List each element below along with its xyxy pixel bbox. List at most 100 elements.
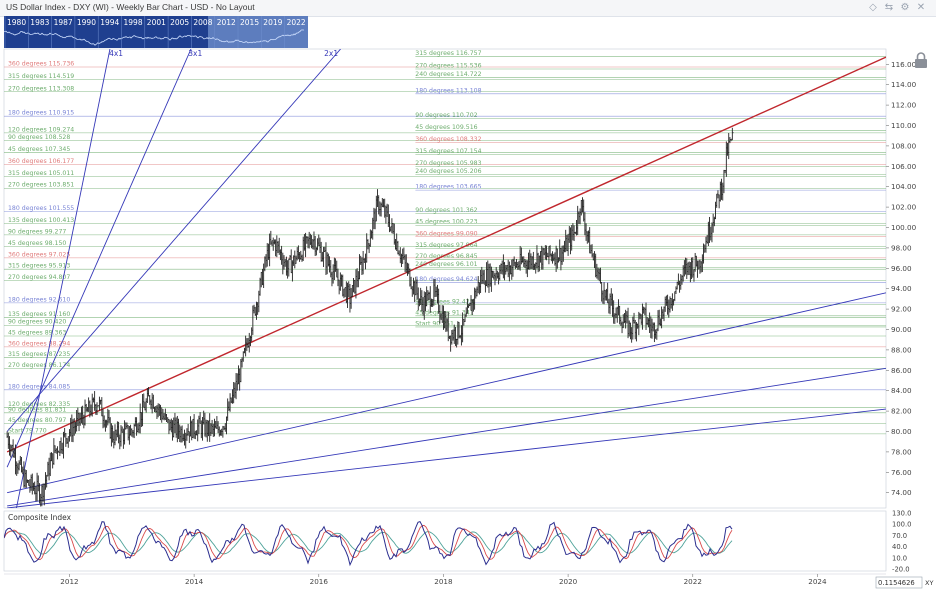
level-label-right: 45 degrees 109.516 — [415, 124, 477, 131]
fan-line — [7, 292, 886, 494]
y-tick-label: 116.00 — [891, 60, 917, 69]
fan-label: 4x1 — [109, 49, 123, 58]
y-tick-label: 92.00 — [891, 305, 912, 314]
level-label-right: 270 degrees 96.845 — [415, 253, 477, 260]
indicator-main-line — [4, 520, 733, 567]
corner-value: 0.1154626 — [878, 579, 915, 587]
y-tick-label: 102.00 — [891, 203, 917, 212]
y-tick-label: 110.00 — [891, 121, 917, 130]
level-label-right: 315 degrees 107.154 — [415, 148, 481, 155]
settings-icon[interactable]: ⚙ — [900, 2, 910, 13]
x-tick-label: 2024 — [808, 577, 827, 586]
level-label-right: 90 degrees 101.362 — [415, 207, 477, 214]
level-label-right: 270 degrees 115.536 — [415, 63, 481, 70]
level-label-right: 45 degrees 100.223 — [415, 219, 477, 226]
level-label-right: 240 degrees 105.206 — [415, 168, 481, 175]
level-label-right: 240 degrees 114.722 — [415, 71, 481, 78]
plot-layer: 360 degrees 115.736 315 degrees 114.519 27… — [4, 49, 886, 508]
overview-year-label: 1994 — [100, 18, 119, 27]
x-tick-label: 2012 — [60, 577, 78, 586]
y-tick-label: 86.00 — [891, 366, 912, 375]
y-tick-label: 100.00 — [891, 223, 917, 232]
y-tick-label: 90.00 — [891, 325, 912, 334]
y-tick-label: 80.00 — [891, 427, 912, 436]
overview-navigator[interactable]: 1980 1983 1987 1990 1994 1998 2001 2005 2008 2012… — [4, 16, 308, 48]
level-label-right: 90 degrees 92.425 — [415, 298, 473, 305]
level-label-right: 90 degrees 110.702 — [415, 112, 477, 119]
level-label-left: 180 degrees 110.915 — [8, 110, 74, 117]
overview-year-label: 2022 — [287, 18, 306, 27]
diamond-icon[interactable]: ◇ — [869, 2, 877, 13]
overview-window — [208, 16, 308, 48]
level-label-right: 240 degrees 96.101 — [415, 261, 477, 268]
fan-label: 3x1 — [188, 49, 202, 58]
level-label-left: 270 degrees 94.807 — [8, 274, 70, 281]
y-tick-label: 88.00 — [891, 345, 912, 354]
x-tick-label: 2020 — [559, 577, 578, 586]
plot-area — [3, 48, 887, 509]
share-icon[interactable]: ⇆ — [884, 2, 894, 13]
x-tick-label: 2018 — [434, 577, 453, 586]
fan-line — [7, 408, 886, 508]
level-label-left: 45 degrees 89.363 — [8, 329, 66, 336]
level-label-left: 180 degrees 101.555 — [8, 205, 74, 212]
fan-line — [6, 49, 192, 468]
level-label-left: 120 degrees 109.274 — [8, 126, 74, 133]
close-icon[interactable]: ✕ — [916, 2, 926, 13]
indicator-slow-avg-line — [4, 530, 733, 555]
level-label-right: 180 degrees 103.665 — [415, 184, 481, 191]
y-tick-label: 106.00 — [891, 162, 917, 171]
overview-year-label: 1983 — [30, 18, 49, 27]
level-label-left: 90 degrees 99.277 — [8, 228, 66, 235]
overview-year-label: 1990 — [77, 18, 96, 27]
overview-price-line — [4, 29, 305, 46]
y-tick-label: 84.00 — [891, 386, 912, 395]
overview-year-label: 2019 — [263, 18, 282, 27]
y-tick-label: 74.00 — [891, 488, 912, 497]
level-label-left: 135 degrees 91.160 — [8, 311, 70, 318]
y-tick-label: 76.00 — [891, 468, 912, 477]
level-label-left: 315 degrees 87.235 — [8, 351, 70, 358]
indicator-tick-label: 130.0 — [892, 509, 911, 517]
corner-value-box — [875, 576, 923, 589]
title-bar: US Dollar Index - DXY (WI) - Weekly Bar … — [0, 0, 936, 17]
level-label-left: 315 degrees 105.011 — [8, 170, 74, 177]
level-label-right: 315 degrees 116.757 — [415, 50, 481, 57]
indicator-layer — [4, 520, 733, 567]
level-label-right: 360 degrees 99.090 — [415, 230, 477, 237]
y-tick-label: 78.00 — [891, 447, 912, 456]
level-label-left: 90 degrees 108.528 — [8, 134, 70, 141]
y-tick-label: 98.00 — [891, 243, 912, 252]
level-label-left: 360 degrees 97.025 — [8, 251, 70, 258]
level-label-left: 45 degrees 80.797 — [8, 417, 66, 424]
level-label-left: 360 degrees 88.294 — [8, 340, 70, 347]
level-label-left: 120 degrees 82.335 — [8, 401, 70, 408]
level-label-left: 135 degrees 100.413 — [8, 217, 74, 224]
overview-year-label: 2008 — [193, 18, 212, 27]
overview-year-label: 1980 — [7, 18, 26, 27]
y-tick-label: 96.00 — [891, 264, 912, 273]
level-label-left: 270 degrees 113.308 — [8, 85, 74, 92]
y-tick-label: 94.00 — [891, 284, 912, 293]
corner-xy-label: XY — [925, 579, 933, 587]
level-label-left: 45 degrees 107.345 — [8, 146, 70, 153]
level-label-right: 360 degrees 108.332 — [415, 136, 481, 143]
level-label-right: 315 degrees 97.964 — [415, 242, 477, 249]
overview-year-label: 1987 — [54, 18, 73, 27]
level-label-left: 45 degrees 98.150 — [8, 240, 66, 247]
x-tick-label: 2016 — [310, 577, 329, 586]
level-label-left: 270 degrees 86.174 — [8, 362, 70, 369]
level-label-left: Start 79.770 — [8, 427, 47, 434]
y-tick-label: 104.00 — [891, 182, 917, 191]
indicator-tick-label: -20.0 — [892, 566, 910, 574]
level-label-right: 270 degrees 105.983 — [415, 160, 481, 167]
lock-icon — [915, 52, 927, 68]
overview-year-label: 1998 — [124, 18, 143, 27]
level-label-left: 315 degrees 114.519 — [8, 73, 74, 80]
overview-year-label: 2015 — [240, 18, 259, 27]
level-label-left: 315 degrees 95.913 — [8, 263, 70, 270]
resistance-trendline — [6, 56, 886, 453]
level-label-right: Start 90.251 — [415, 320, 454, 327]
y-tick-label: 112.00 — [891, 101, 917, 110]
